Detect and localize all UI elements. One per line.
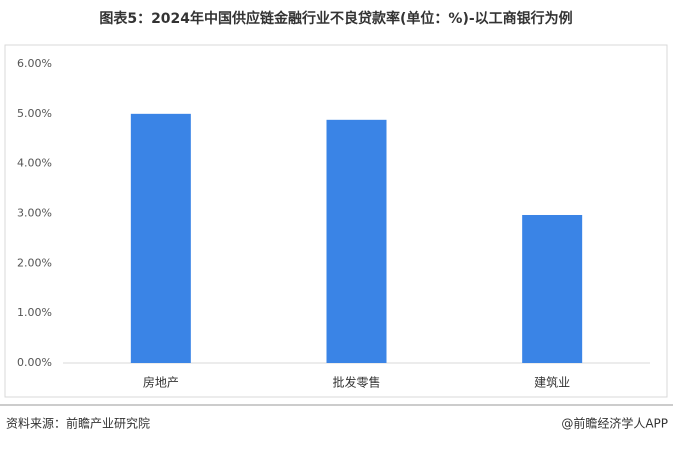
x-tick-label: 批发零售: [332, 375, 380, 390]
y-tick-label: 3.00%: [17, 207, 52, 220]
y-tick-label: 4.00%: [17, 157, 52, 170]
y-tick-label: 0.00%: [17, 356, 52, 369]
bar: [326, 119, 387, 364]
bar: [522, 214, 583, 363]
x-tick-label: 建筑业: [534, 375, 570, 390]
bar: [130, 113, 191, 363]
chart-title: 图表5：2024年中国供应链金融行业不良贷款率(单位：%)-以工商银行为例: [99, 10, 572, 27]
y-tick-label: 6.00%: [17, 57, 52, 70]
credit: @前瞻经济学人APP: [561, 416, 668, 431]
x-tick-label: 房地产: [143, 375, 179, 390]
plot-frame: [4, 44, 668, 398]
y-tick-label: 5.00%: [17, 107, 52, 120]
y-tick-label: 1.00%: [17, 306, 52, 319]
y-tick-label: 2.00%: [17, 256, 52, 269]
source: 资料来源：前瞻产业研究院: [6, 416, 150, 431]
